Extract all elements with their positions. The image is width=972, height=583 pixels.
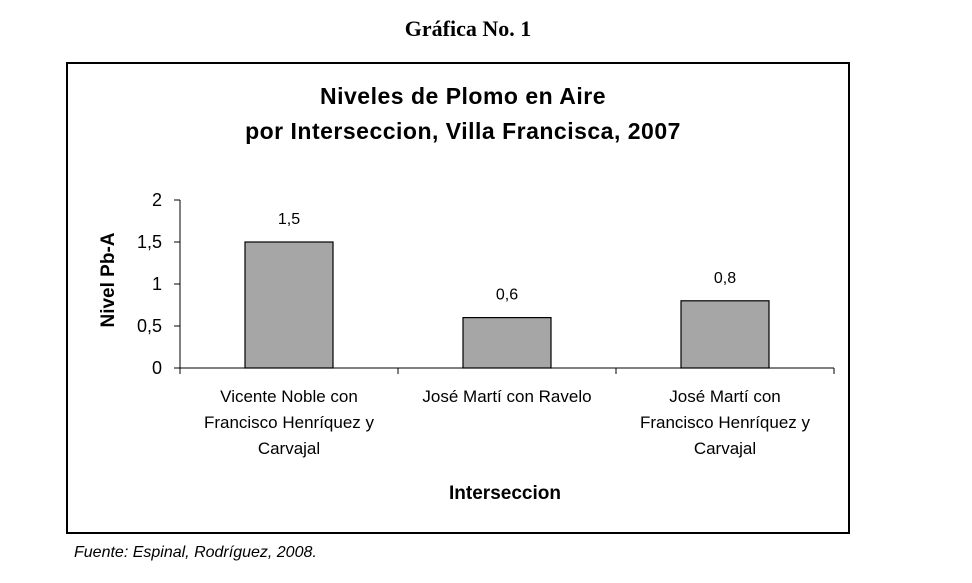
x-category-label: José Martí con xyxy=(669,387,781,406)
bar xyxy=(462,317,552,369)
bar xyxy=(244,241,334,369)
x-category-label: Carvajal xyxy=(694,439,756,458)
chart-title-line: Niveles de Plomo en Aire xyxy=(320,83,606,109)
y-tick-label: 0,5 xyxy=(137,316,162,336)
figure-heading: Gráfica No. 1 xyxy=(404,16,532,41)
bar xyxy=(680,300,770,369)
x-axis-title: Interseccion xyxy=(449,483,561,504)
y-axis-title: Nivel Pb-A xyxy=(98,232,119,327)
y-tick-label: 0 xyxy=(152,358,162,378)
chart-frame: Niveles de Plomo en Aire por Interseccion… xyxy=(66,62,850,534)
y-tick-label: 2 xyxy=(152,190,162,210)
bar-value-label: 0,8 xyxy=(714,270,736,287)
y-tick-label: 1,5 xyxy=(137,232,162,252)
y-tick-label: 1 xyxy=(152,274,162,294)
x-category-label: Francisco Henríquez y xyxy=(640,413,811,432)
x-category-label: Vicente Noble con xyxy=(220,387,358,406)
source-note: Fuente: Espinal, Rodríguez, 2008. xyxy=(74,544,317,561)
bar-value-label: 1,5 xyxy=(278,211,300,228)
bar-chart: Niveles de Plomo en Aire por Interseccion… xyxy=(98,83,835,504)
x-category-label: Francisco Henríquez y xyxy=(204,413,375,432)
chart-title-line: por Interseccion, Villa Francisca, 2007 xyxy=(245,118,681,144)
bar-value-label: 0,6 xyxy=(496,287,518,304)
x-category-label: Carvajal xyxy=(258,439,320,458)
x-category-label: José Martí con Ravelo xyxy=(422,387,591,406)
